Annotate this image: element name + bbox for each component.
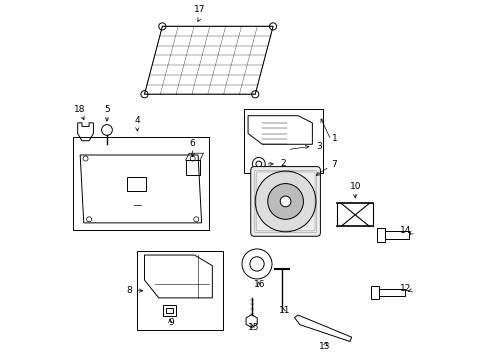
Bar (165, 307, 173, 313)
Bar (376, 231, 408, 239)
Text: 5: 5 (104, 105, 110, 114)
Bar (370, 286, 378, 299)
Circle shape (280, 196, 290, 207)
Text: 1: 1 (331, 134, 337, 143)
Bar (244, 109, 323, 173)
FancyBboxPatch shape (250, 167, 320, 236)
Bar (185, 160, 200, 175)
Text: 13: 13 (319, 342, 330, 351)
Bar (163, 305, 176, 316)
Text: 7: 7 (330, 159, 336, 168)
Bar (126, 177, 146, 191)
Text: 15: 15 (247, 323, 259, 332)
Circle shape (267, 184, 303, 219)
Text: 18: 18 (74, 105, 86, 114)
Text: 6: 6 (189, 139, 195, 148)
Bar (137, 251, 223, 330)
Bar (376, 228, 384, 242)
Text: 9: 9 (168, 318, 174, 327)
Text: 11: 11 (279, 306, 290, 315)
Text: 8: 8 (126, 286, 132, 295)
Text: 17: 17 (194, 5, 205, 14)
Text: 4: 4 (134, 116, 140, 125)
Circle shape (255, 171, 315, 232)
Text: 10: 10 (349, 182, 360, 191)
Text: 3: 3 (315, 141, 321, 150)
Text: 16: 16 (254, 280, 265, 289)
Text: 12: 12 (400, 284, 411, 293)
Bar (73, 137, 208, 230)
Bar (370, 289, 405, 296)
Text: 14: 14 (400, 226, 411, 235)
Text: 2: 2 (280, 159, 285, 168)
